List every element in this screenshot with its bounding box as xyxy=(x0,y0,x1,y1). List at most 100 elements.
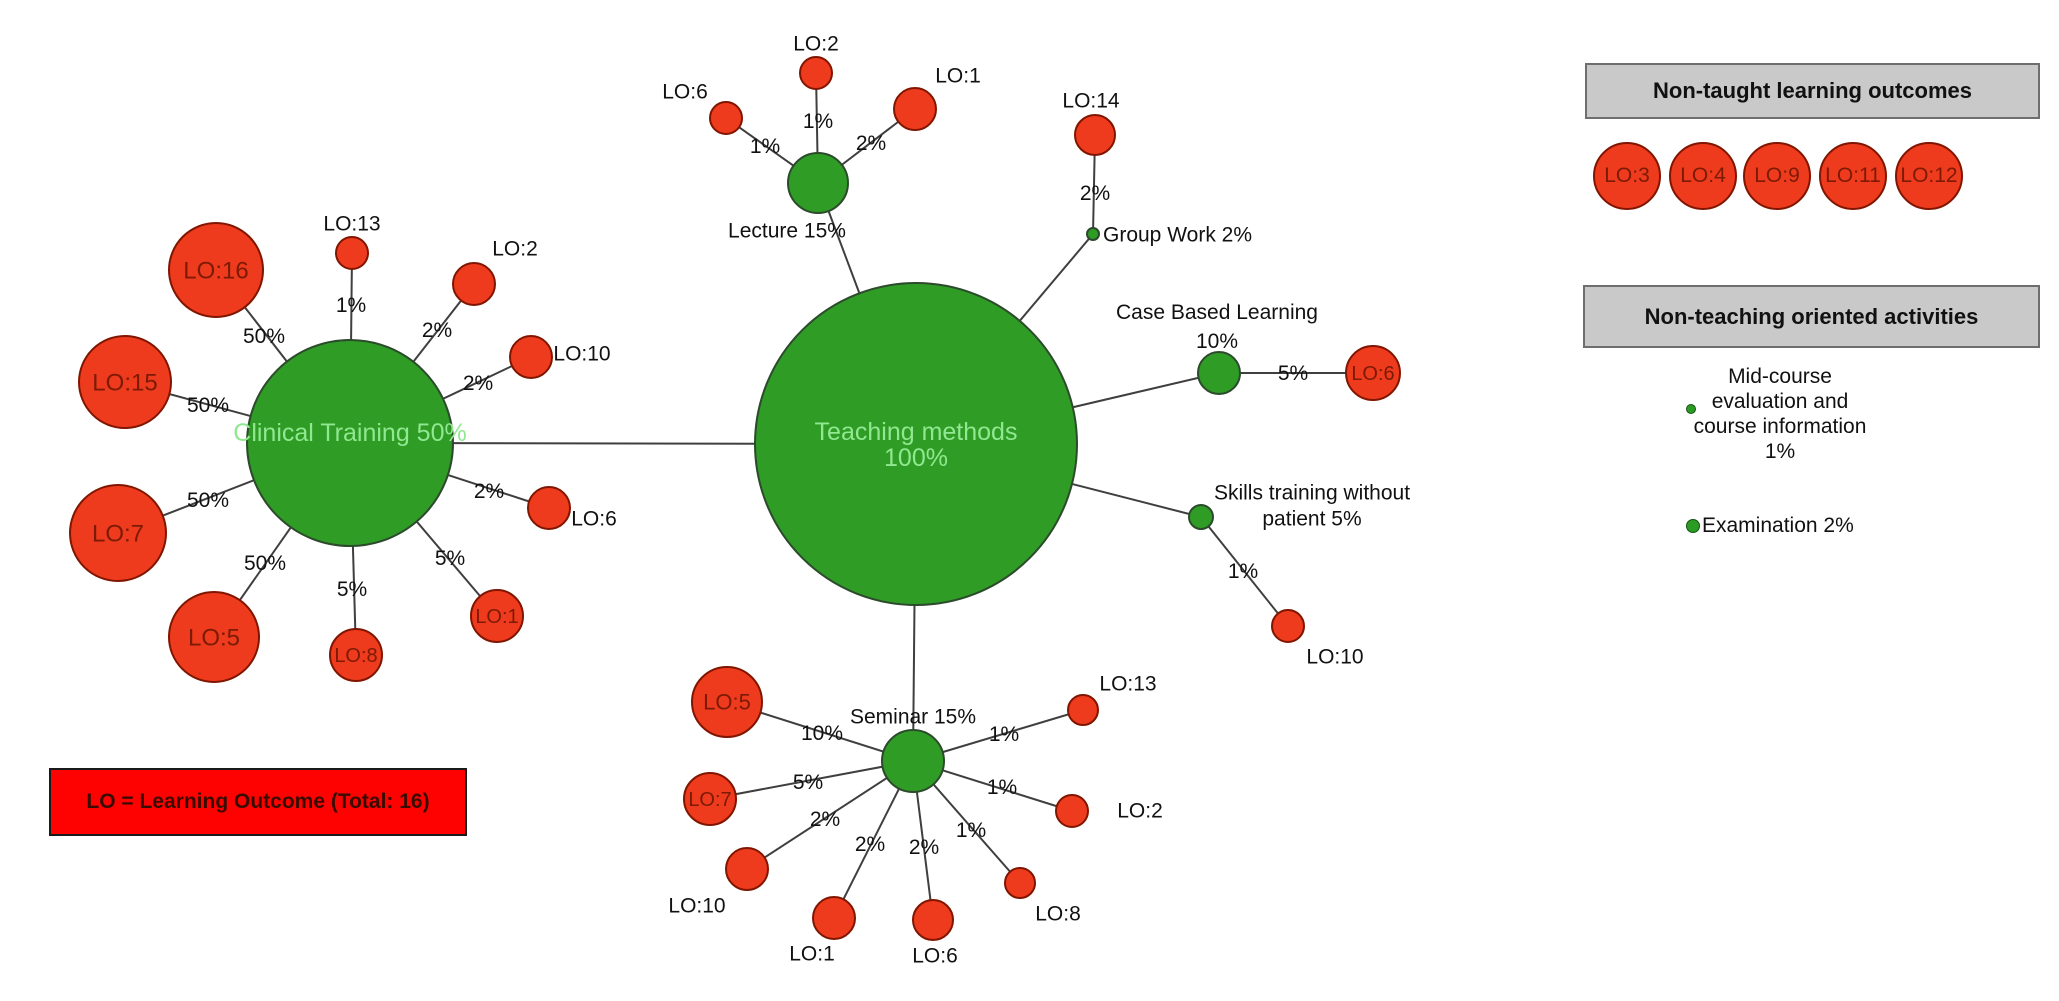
node-c2 xyxy=(452,262,496,306)
lo-chip-label: LO:11 xyxy=(1825,164,1881,187)
label-c16: LO:16 xyxy=(183,257,248,284)
label-teaching-1: 100% xyxy=(884,444,948,472)
non-taught-outcome-lo3: LO:3 xyxy=(1593,142,1661,210)
label-c13: LO:13 xyxy=(323,212,380,235)
edge-label-clinical-c15: 50% xyxy=(187,394,229,417)
edge-label-lecture-le2: 1% xyxy=(803,110,833,133)
label-skills-1: patient 5% xyxy=(1262,507,1361,530)
lo-chip-label: LO:12 xyxy=(1900,164,1958,187)
edge-label-cbl-cb6: 5% xyxy=(1278,362,1308,385)
label-se2: LO:2 xyxy=(1117,799,1163,822)
edge-seminar-se10 xyxy=(746,760,914,870)
edge-label-seminar-se10: 2% xyxy=(810,808,840,831)
label-teaching-0: Teaching methods xyxy=(815,418,1018,446)
label-cbl-0: Case Based Learning xyxy=(1116,301,1318,324)
non-taught-panel-header: Non-taught learning outcomes xyxy=(1585,63,2040,119)
node-teaching xyxy=(754,282,1078,606)
node-se13 xyxy=(1067,694,1099,726)
node-c15 xyxy=(78,335,172,429)
legend-box: LO = Learning Outcome (Total: 16) xyxy=(49,768,467,836)
edge-label-clinical-c7: 50% xyxy=(187,489,229,512)
lo-chip-label: LO:9 xyxy=(1754,164,1800,187)
node-se8 xyxy=(1004,867,1036,899)
label-le6: LO:6 xyxy=(662,80,708,103)
label-cb6: LO:6 xyxy=(1351,363,1394,385)
edge-label-gw-lo14: 2% xyxy=(1080,182,1110,205)
activity-label: Examination 2% xyxy=(1702,514,1854,537)
label-se1: LO:1 xyxy=(789,942,835,965)
node-lo14 xyxy=(1074,114,1116,156)
node-cbl xyxy=(1197,351,1241,395)
label-skills-0: Skills training without xyxy=(1214,481,1410,504)
label-se10: LO:10 xyxy=(668,894,725,917)
edge-label-lecture-le1: 2% xyxy=(856,132,886,155)
label-le2: LO:2 xyxy=(793,32,839,55)
node-c13 xyxy=(335,236,369,270)
non-teaching-panel-header: Non-teaching oriented activities xyxy=(1583,285,2040,348)
node-cb6 xyxy=(1345,345,1401,401)
edge-label-clinical-c13: 1% xyxy=(336,294,366,317)
label-le1: LO:1 xyxy=(935,64,981,87)
node-se5 xyxy=(691,666,763,738)
activity-line: evaluation and xyxy=(1711,390,1849,413)
label-c5: LO:5 xyxy=(188,624,240,651)
label-sk10: LO:10 xyxy=(1306,645,1363,668)
activity-line: Mid-course xyxy=(1728,365,1832,388)
label-c15: LO:15 xyxy=(92,369,157,396)
non-taught-outcome-lo11: LO:11 xyxy=(1819,142,1887,210)
activity-examination: Examination 2% xyxy=(1702,514,1854,538)
label-c6: LO:6 xyxy=(571,507,617,530)
edge-skills-sk10 xyxy=(1200,516,1289,627)
node-le6 xyxy=(709,101,743,135)
label-se7: LO:7 xyxy=(688,789,731,811)
label-c1: LO:1 xyxy=(475,606,518,628)
edge-label-lecture-le6: 1% xyxy=(750,135,780,158)
edge-label-clinical-c16: 50% xyxy=(243,325,285,348)
label-gw: Group Work 2% xyxy=(1103,223,1252,246)
legend-label: LO = Learning Outcome (Total: 16) xyxy=(86,790,430,813)
node-c7 xyxy=(69,484,167,582)
label-seminar: Seminar 15% xyxy=(850,705,976,728)
edge-label-clinical-c1: 5% xyxy=(435,547,465,570)
edge-label-seminar-se5: 10% xyxy=(801,722,843,745)
non-taught-title: Non-taught learning outcomes xyxy=(1653,78,1972,103)
node-c16 xyxy=(168,222,264,318)
label-se6: LO:6 xyxy=(912,944,958,967)
label-lecture: Lecture 15% xyxy=(728,219,846,242)
node-le2 xyxy=(799,56,833,90)
label-c8: LO:8 xyxy=(334,645,377,667)
label-cbl-1: 10% xyxy=(1196,330,1238,353)
edge-label-seminar-se2: 1% xyxy=(987,776,1017,799)
non-taught-outcome-lo9: LO:9 xyxy=(1743,142,1811,210)
node-se6 xyxy=(912,899,954,941)
edge-label-seminar-se1: 2% xyxy=(855,833,885,856)
node-c1 xyxy=(470,589,524,643)
node-le1 xyxy=(893,87,937,131)
node-lecture xyxy=(787,152,849,214)
lo-chip-label: LO:4 xyxy=(1680,164,1726,187)
activity-line: course information xyxy=(1693,415,1867,438)
label-se5: LO:5 xyxy=(703,690,751,715)
edge-label-seminar-se7: 5% xyxy=(793,771,823,794)
bullet-dot-midcourse xyxy=(1686,404,1696,414)
edge-seminar-se7 xyxy=(709,760,914,800)
edge-label-skills-sk10: 1% xyxy=(1228,560,1258,583)
edge-label-seminar-se8: 1% xyxy=(956,819,986,842)
node-se10 xyxy=(725,847,769,891)
edge-label-clinical-c8: 5% xyxy=(337,578,367,601)
edge-label-clinical-c6: 2% xyxy=(474,480,504,503)
label-c2: LO:2 xyxy=(492,237,538,260)
node-gw xyxy=(1086,227,1100,241)
node-clinical xyxy=(246,339,454,547)
lo-chip-label: LO:3 xyxy=(1604,164,1650,187)
activity-midcourse-evaluation: Mid-course evaluation and course informa… xyxy=(1650,364,1910,464)
label-se13: LO:13 xyxy=(1099,672,1156,695)
node-se7 xyxy=(683,772,737,826)
non-taught-outcome-lo12: LO:12 xyxy=(1895,142,1963,210)
node-se1 xyxy=(812,896,856,940)
node-c5 xyxy=(168,591,260,683)
label-c7: LO:7 xyxy=(92,520,144,547)
node-se2 xyxy=(1055,794,1089,828)
edge-label-seminar-se13: 1% xyxy=(989,723,1019,746)
